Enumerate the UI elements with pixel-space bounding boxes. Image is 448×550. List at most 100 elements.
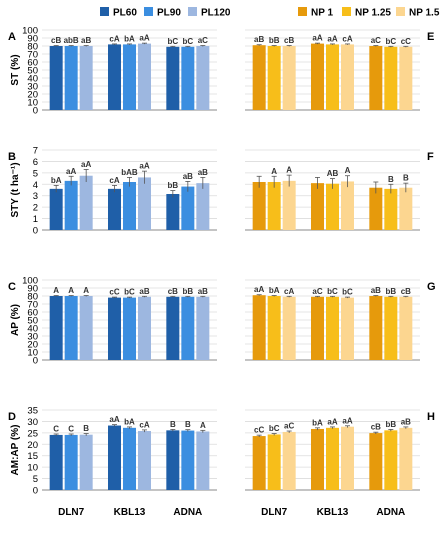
- data-label: aC: [198, 36, 208, 45]
- data-label: aA: [312, 34, 322, 43]
- legend-label-NP1.25: NP 1.25: [355, 8, 391, 19]
- data-label: aB: [401, 417, 411, 426]
- bar-NP1.25-ADNA: [384, 46, 398, 110]
- bar-PL60-DLN7: [49, 296, 63, 360]
- y-tick-label: 20: [27, 90, 38, 101]
- y-tick-label: 30: [27, 82, 38, 93]
- legend-label-PL60: PL60: [113, 8, 137, 19]
- bar-NP1.25-KBL13: [326, 44, 339, 110]
- y-tick-label: 40: [27, 74, 38, 85]
- data-label: A: [345, 166, 351, 175]
- data-label: bB: [385, 287, 396, 296]
- y-tick-label: 60: [27, 58, 38, 69]
- data-label: bB: [182, 287, 193, 296]
- y-tick-label: 80: [27, 292, 38, 303]
- data-label: aC: [284, 422, 294, 431]
- data-label: B: [83, 424, 89, 433]
- bar-PL90-ADNA: [181, 430, 195, 490]
- bar-PL120-KBL13: [138, 43, 151, 110]
- bar-NP1-KBL13: [311, 183, 324, 230]
- y-tick-label: 5: [33, 474, 38, 485]
- bar-PL90-ADNA: [181, 186, 195, 230]
- bar-NP1.5-ADNA: [399, 187, 413, 230]
- bar-PL60-DLN7: [49, 434, 63, 490]
- data-label: cA: [342, 34, 352, 43]
- data-label: A: [200, 421, 206, 430]
- panel-letter-F: F: [427, 151, 434, 163]
- data-label: A: [286, 166, 292, 175]
- legend-label-PL90: PL90: [157, 8, 181, 19]
- bar-PL120-DLN7: [79, 434, 93, 490]
- bar-PL120-ADNA: [196, 183, 210, 230]
- data-label: bA: [312, 418, 323, 427]
- bar-PL120-DLN7: [79, 296, 93, 360]
- y-tick-label: 25: [27, 428, 38, 439]
- bar-NP1.25-ADNA: [384, 430, 398, 490]
- bar-NP1.5-DLN7: [282, 46, 296, 110]
- data-label: C: [68, 425, 74, 434]
- y-tick-label: 1: [33, 214, 38, 225]
- data-label: aB: [81, 36, 91, 45]
- data-label: bB: [167, 181, 178, 190]
- data-label: cC: [109, 288, 119, 297]
- bar-NP1-DLN7: [252, 45, 266, 111]
- y-tick-label: 50: [27, 316, 38, 327]
- bar-PL60-ADNA: [166, 194, 180, 230]
- data-label: bC: [327, 287, 338, 296]
- y-axis-label: AM:AP (%): [10, 425, 21, 476]
- data-label: bC: [342, 288, 353, 297]
- y-tick-label: 70: [27, 300, 38, 311]
- bar-PL60-ADNA: [166, 296, 180, 360]
- data-label: aA: [327, 34, 337, 43]
- panel-letter-D: D: [8, 411, 16, 423]
- data-label: aB: [254, 35, 264, 44]
- y-axis-label: AP (%): [10, 304, 21, 336]
- bar-PL90-ADNA: [181, 296, 195, 360]
- bar-PL60-KBL13: [108, 188, 121, 230]
- data-label: aA: [254, 285, 264, 294]
- bar-NP1-DLN7: [252, 182, 266, 230]
- bar-PL60-KBL13: [108, 425, 121, 490]
- bar-PL120-KBL13: [138, 177, 151, 230]
- data-label: bC: [269, 424, 280, 433]
- data-label: aA: [66, 167, 76, 176]
- data-label: cB: [51, 36, 61, 45]
- panel-letter-H: H: [427, 411, 435, 423]
- y-axis-label: STY (t ha⁻¹): [10, 162, 21, 217]
- data-label: bA: [124, 34, 135, 43]
- legend-left: PL60 PL90 PL120: [100, 7, 231, 19]
- bar-PL90-KBL13: [123, 297, 136, 360]
- bar-PL60-ADNA: [166, 430, 180, 490]
- data-label: A: [83, 286, 89, 295]
- bar-PL90-KBL13: [123, 44, 136, 110]
- y-tick-label: 10: [27, 98, 38, 109]
- data-label: aB: [183, 172, 193, 181]
- panel-letter-B: B: [8, 151, 16, 163]
- data-label: A: [68, 286, 74, 295]
- bar-PL60-DLN7: [49, 188, 63, 230]
- bar-PL90-KBL13: [123, 427, 136, 490]
- panel-letter-E: E: [427, 31, 434, 43]
- bar-PL90-DLN7: [64, 296, 78, 360]
- data-label: B: [403, 174, 409, 183]
- bar-NP1.25-KBL13: [326, 183, 339, 230]
- y-tick-label: 90: [27, 284, 38, 295]
- data-label: aA: [139, 34, 149, 43]
- x-tick-label-DLN7: DLN7: [58, 507, 85, 518]
- bar-NP1-KBL13: [311, 43, 324, 110]
- bar-NP1-ADNA: [369, 187, 383, 230]
- data-label: bB: [385, 420, 396, 429]
- bar-NP1.25-DLN7: [267, 434, 281, 490]
- panel-letter-G: G: [427, 281, 436, 293]
- x-tick-label-KBL13: KBL13: [114, 507, 146, 518]
- data-label: B: [388, 175, 394, 184]
- y-tick-label: 10: [27, 348, 38, 359]
- bar-PL60-KBL13: [108, 297, 121, 360]
- bar-NP1-DLN7: [252, 436, 266, 490]
- data-label: B: [185, 420, 191, 429]
- data-label: aB: [371, 286, 381, 295]
- bar-PL120-ADNA: [196, 296, 210, 360]
